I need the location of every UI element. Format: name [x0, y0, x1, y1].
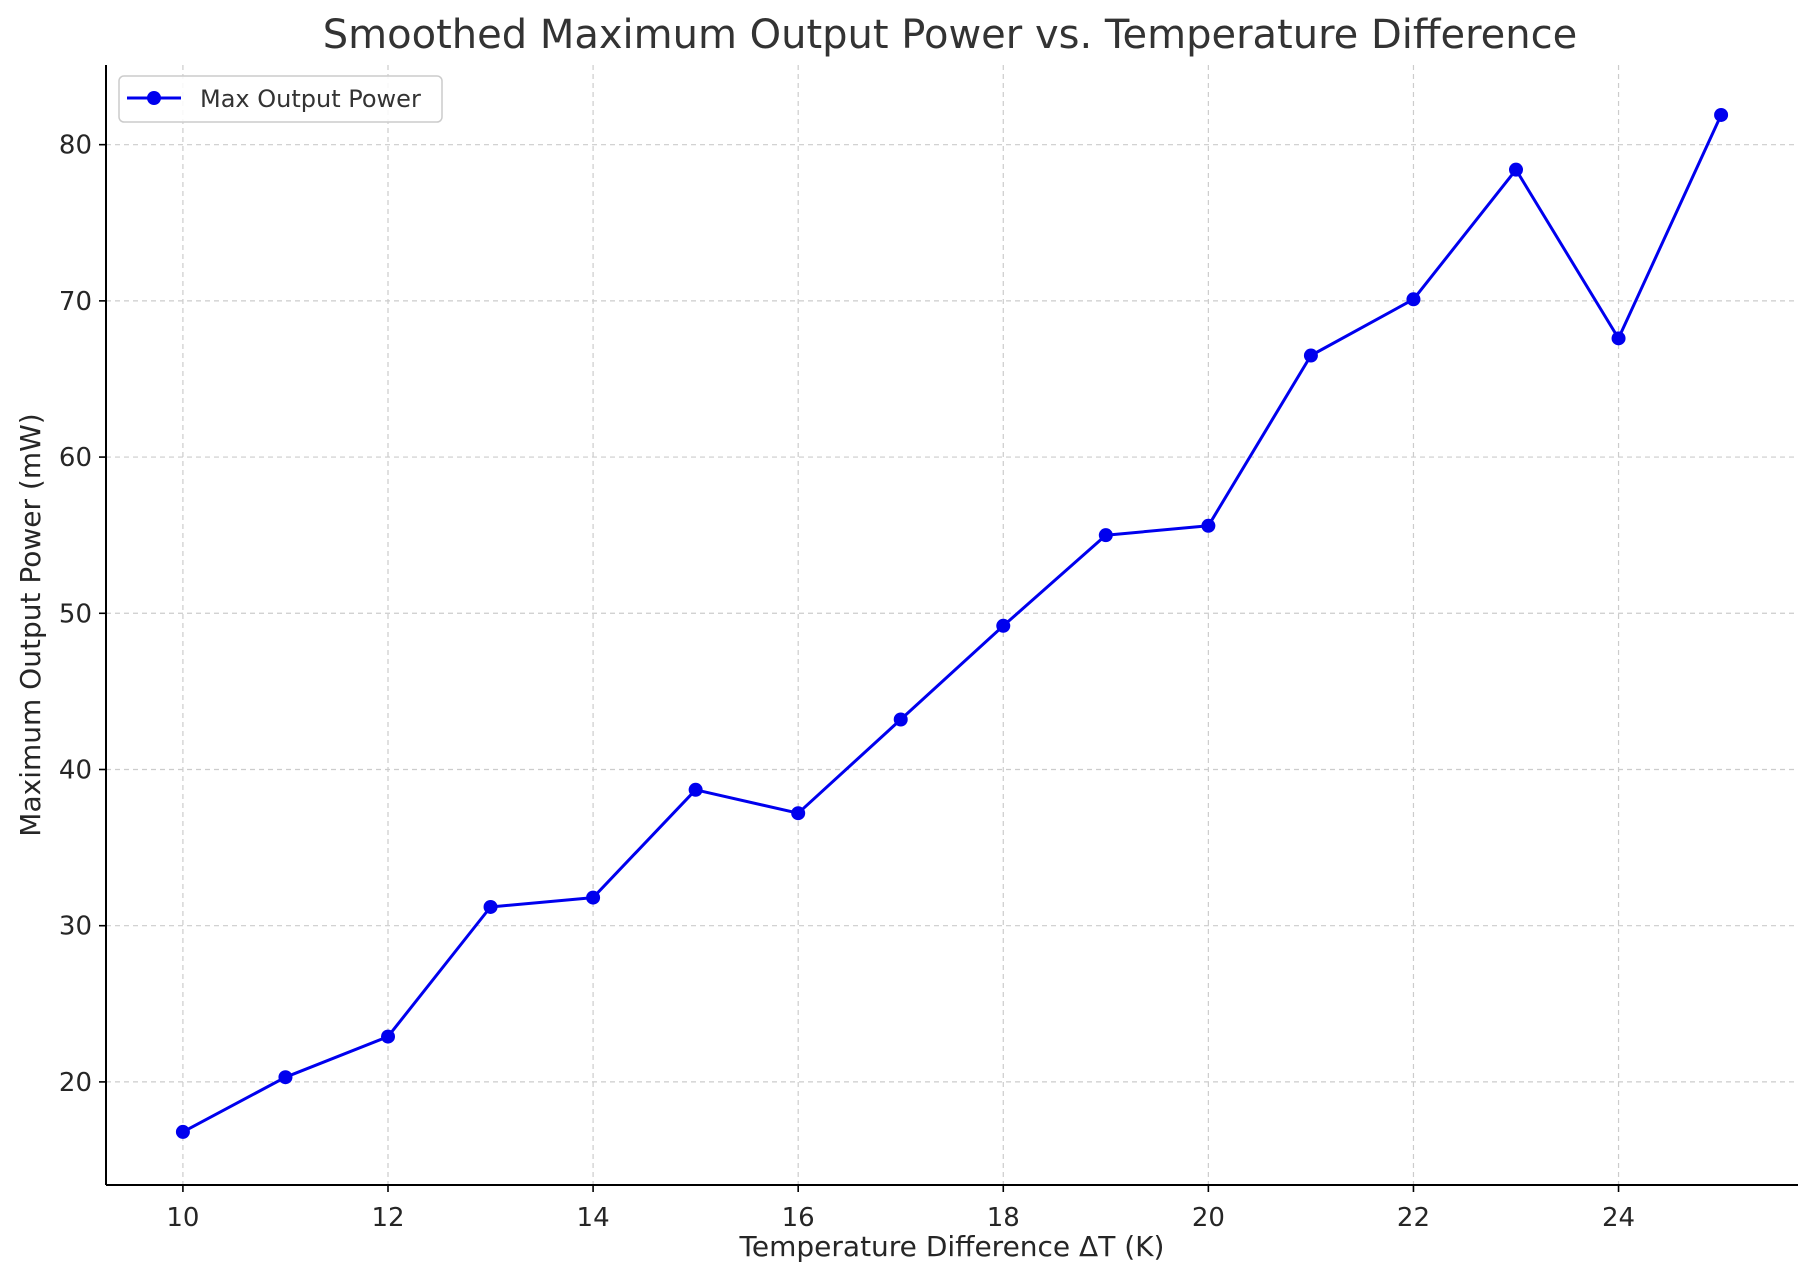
data-point — [893, 712, 908, 727]
x-tick-label: 12 — [371, 1203, 404, 1233]
y-tick-label: 30 — [59, 912, 92, 942]
data-point — [1509, 162, 1523, 177]
data-point — [996, 618, 1011, 633]
y-tick-label: 70 — [59, 287, 92, 317]
data-point — [483, 899, 498, 914]
data-point — [175, 1124, 190, 1139]
y-tick-label: 60 — [59, 443, 92, 473]
data-point — [1201, 518, 1216, 533]
series-layer — [175, 107, 1729, 1139]
series-line — [182, 114, 1723, 1134]
x-tick-label: 22 — [1397, 1203, 1430, 1233]
x-tick-label: 18 — [987, 1203, 1020, 1233]
data-point — [1714, 107, 1729, 122]
x-tick-label: 20 — [1192, 1203, 1225, 1233]
y-axis-ticks: 20 30 40 50 60 70 80 — [59, 131, 106, 1098]
data-point — [1303, 348, 1318, 363]
data-point — [688, 782, 703, 797]
legend-marker — [147, 91, 161, 105]
y-gridlines — [106, 144, 1798, 1083]
legend-label: Max Output Power — [200, 85, 421, 113]
x-tick-label: 16 — [782, 1203, 815, 1233]
y-axis-title: Maximum Output Power (mW) — [14, 413, 47, 836]
data-point — [381, 1029, 395, 1044]
y-tick-label: 40 — [59, 755, 92, 785]
x-tick-label: 10 — [166, 1203, 199, 1233]
data-point — [1098, 528, 1113, 543]
data-point — [791, 806, 806, 821]
data-point — [1611, 331, 1626, 346]
x-tick-label: 14 — [577, 1203, 610, 1233]
chart-title: Smoothed Maximum Output Power vs. Temper… — [323, 12, 1577, 58]
data-point — [1406, 292, 1421, 307]
x-axis-title: Temperature Difference ΔT (K) — [739, 1230, 1165, 1263]
legend-box — [118, 75, 443, 123]
data-point — [278, 1070, 293, 1085]
x-axis-ticks: 10 12 14 16 18 20 22 24 — [166, 1185, 1635, 1233]
y-tick-label: 20 — [59, 1068, 92, 1098]
legend: Max Output Power — [118, 75, 443, 123]
y-tick-label: 80 — [59, 131, 92, 161]
y-tick-label: 50 — [59, 599, 92, 629]
x-tick-label: 24 — [1602, 1203, 1635, 1233]
data-point — [586, 890, 601, 905]
